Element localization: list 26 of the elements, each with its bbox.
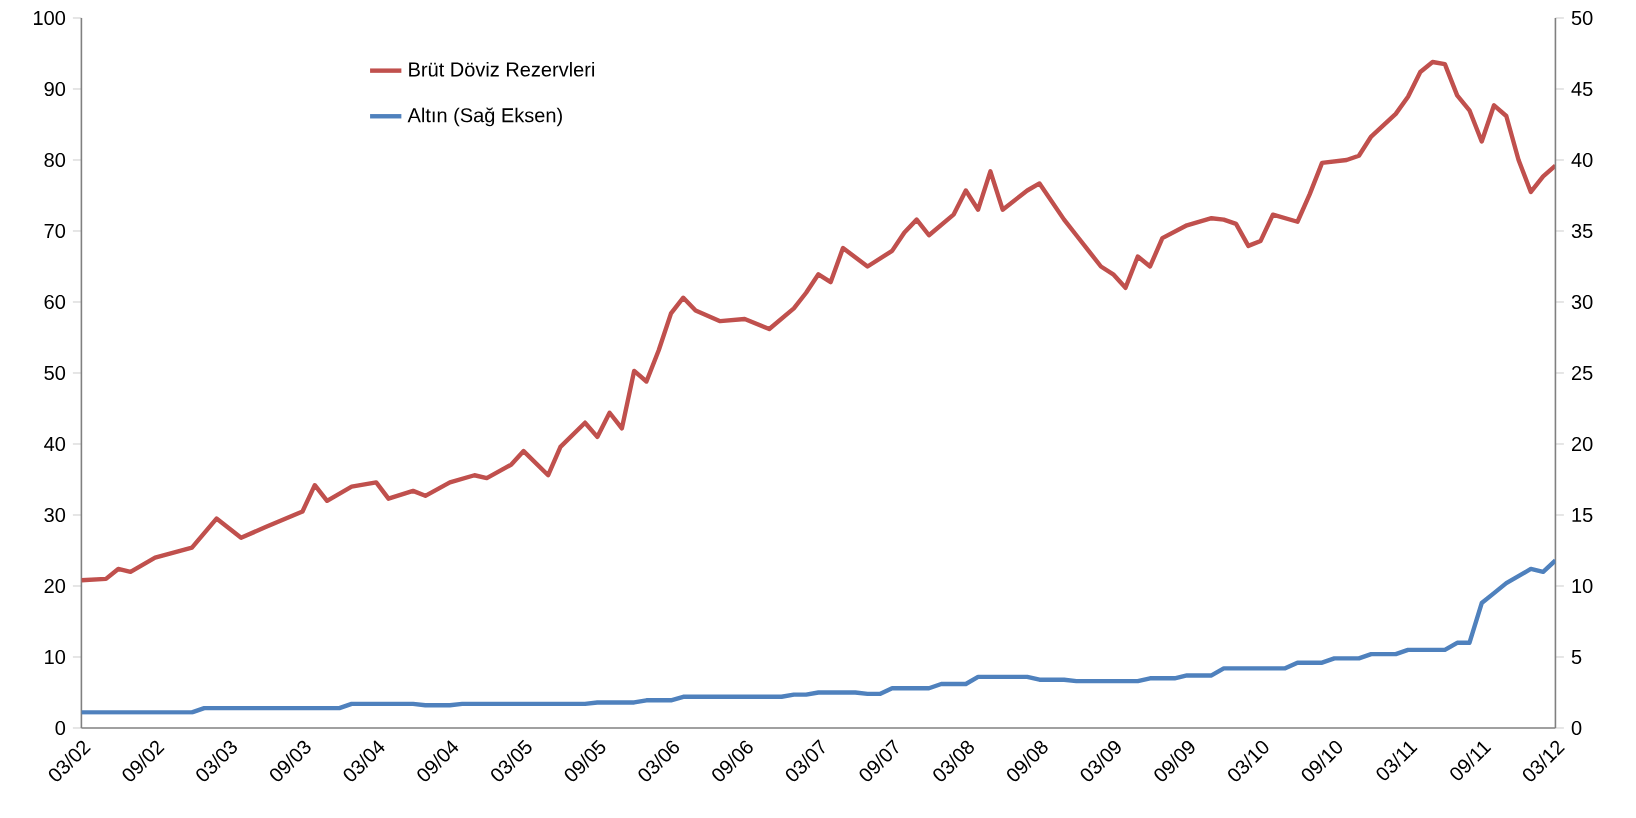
y-tick-label: 80 — [44, 152, 66, 168]
y2-tick-label: 40 — [1571, 152, 1593, 168]
y-tick-label: 30 — [44, 507, 66, 523]
line-series — [81, 558, 1556, 715]
y-tick-label: 70 — [44, 223, 66, 239]
y-tick-label: 0 — [55, 720, 66, 736]
y2-tick-label: 5 — [1571, 650, 1582, 664]
y2-tick-label: 25 — [1571, 365, 1593, 381]
y2-tick-label: 50 — [1571, 10, 1593, 26]
y-tick-label: 90 — [44, 81, 66, 97]
y2-tick-label: 30 — [1571, 294, 1593, 310]
y2-tick-label: 0 — [1571, 720, 1582, 736]
y-tick-label: 40 — [44, 436, 66, 452]
y-tick-label: 10 — [45, 649, 66, 665]
y2-tick-label: 15 — [1572, 508, 1593, 522]
y2-tick-label: 20 — [1571, 436, 1593, 452]
y-tick-label: 20 — [44, 578, 66, 594]
y2-tick-label: 45 — [1571, 82, 1593, 96]
y2-tick-label: 10 — [1572, 578, 1593, 594]
y-tick-label: 100 — [34, 10, 66, 26]
legend-label: Brüt Döviz Rezervleri — [409, 61, 595, 77]
y2-tick-label: 35 — [1571, 223, 1593, 239]
legend-label: Altın (Sağ Eksen) — [407, 107, 562, 127]
line-series — [81, 59, 1556, 583]
y-tick-label: 60 — [44, 294, 66, 310]
y-tick-label: 50 — [44, 365, 66, 381]
